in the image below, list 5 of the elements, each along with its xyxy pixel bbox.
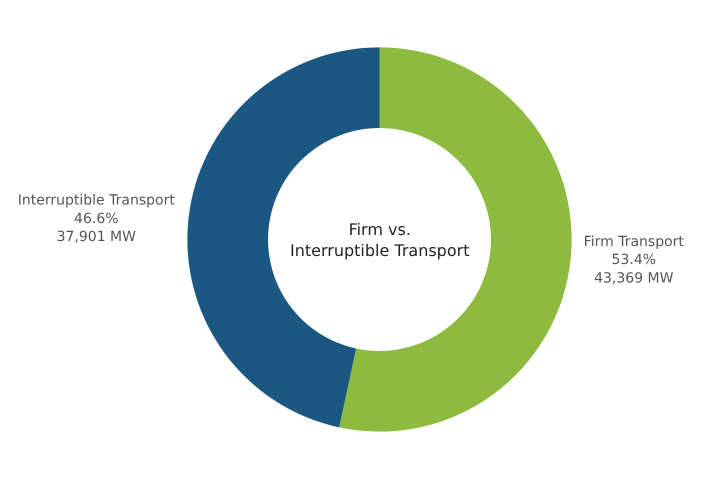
data-label: 53.4% 43,369 MW [594, 252, 674, 286]
slice-label: Firm Transport [584, 234, 684, 250]
text: Firm vs. Interruptible Transport [290, 220, 470, 260]
data-label: 46.6% 37,901 MW [56, 210, 136, 246]
slice-label: Interruptible Transport [18, 192, 176, 209]
